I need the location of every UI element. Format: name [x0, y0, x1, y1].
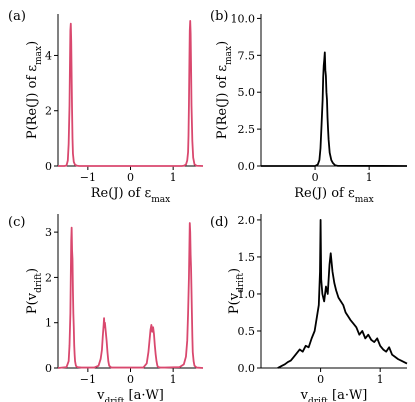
y-axis-label: P(vdrift) — [227, 268, 246, 314]
x-axis-label: Re(J) of εmax — [91, 186, 170, 205]
panel-label: (d) — [210, 215, 228, 230]
panel-label: (b) — [210, 9, 228, 24]
distribution-line — [58, 20, 204, 167]
panel-4: 0 1 0.0 0.5 1.0 1.5 2.0 (d) vdrift [a·W] P(vdrift… — [210, 214, 408, 402]
panel-label: (c) — [8, 215, 25, 230]
x-axis-label: vdrift [a·W] — [300, 388, 368, 402]
y-tick-label: 2.0 — [238, 214, 256, 227]
panel-3: −1 0 1 0 1 2 3 (c) vdrift [a·W] P(vdrift) — [8, 214, 204, 402]
x-tick-label: 0 — [317, 373, 324, 386]
y-tick-label: 2 — [45, 105, 52, 118]
y-tick-label: 3 — [45, 226, 52, 239]
x-tick-label: −1 — [80, 373, 96, 386]
x-tick-label: −1 — [80, 171, 96, 184]
distribution-line — [261, 51, 408, 167]
y-tick-label: 1 — [45, 317, 52, 330]
y-tick-label: 0 — [45, 362, 52, 375]
distribution-line — [57, 222, 204, 369]
x-tick-label: 0 — [127, 373, 134, 386]
y-tick-label: 2 — [45, 271, 52, 284]
y-tick-label: 0.0 — [238, 362, 256, 375]
x-tick-label: 1 — [366, 171, 373, 184]
y-tick-label: 1.0 — [238, 288, 256, 301]
distribution-line — [277, 219, 408, 369]
y-axis-label: P(Re(J) of εmax) — [25, 41, 44, 139]
y-axis-label: P(vdrift) — [25, 268, 44, 314]
panel-label: (a) — [8, 9, 26, 24]
y-tick-label: 7.5 — [238, 49, 256, 62]
y-tick-label: 0.5 — [238, 325, 256, 338]
y-tick-label: 4 — [45, 49, 52, 62]
y-tick-label: 0.0 — [238, 160, 256, 173]
y-tick-label: 1.5 — [238, 251, 256, 264]
y-tick-label: 5.0 — [238, 86, 256, 99]
x-tick-label: 1 — [377, 373, 384, 386]
panel-2: 0 10.02.55.07.510.0(b)Re(J) of εmaxP(Re(J… — [210, 9, 408, 205]
y-tick-label: 10.0 — [231, 12, 256, 25]
x-tick-label: 1 — [170, 373, 177, 386]
x-axis-label: Re(J) of εmax — [294, 186, 373, 205]
y-tick-label: 2.5 — [238, 123, 256, 136]
y-axis-label: P(Re(J) of εmax) — [215, 41, 234, 139]
x-axis-label: vdrift [a·W] — [96, 388, 164, 402]
x-tick-label: 0 — [127, 171, 134, 184]
x-tick-label: 0 — [312, 171, 319, 184]
y-tick-label: 0 — [45, 160, 52, 173]
x-tick-label: 1 — [170, 171, 177, 184]
panel-1: −1 0 1 0 2 4 (a) Re(J) of εmax P(Re(J) of εmax) — [8, 9, 204, 205]
